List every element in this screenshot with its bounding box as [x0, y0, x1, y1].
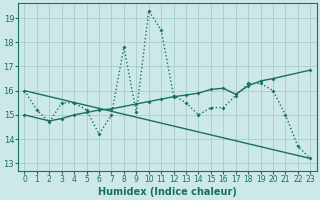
- X-axis label: Humidex (Indice chaleur): Humidex (Indice chaleur): [98, 187, 237, 197]
